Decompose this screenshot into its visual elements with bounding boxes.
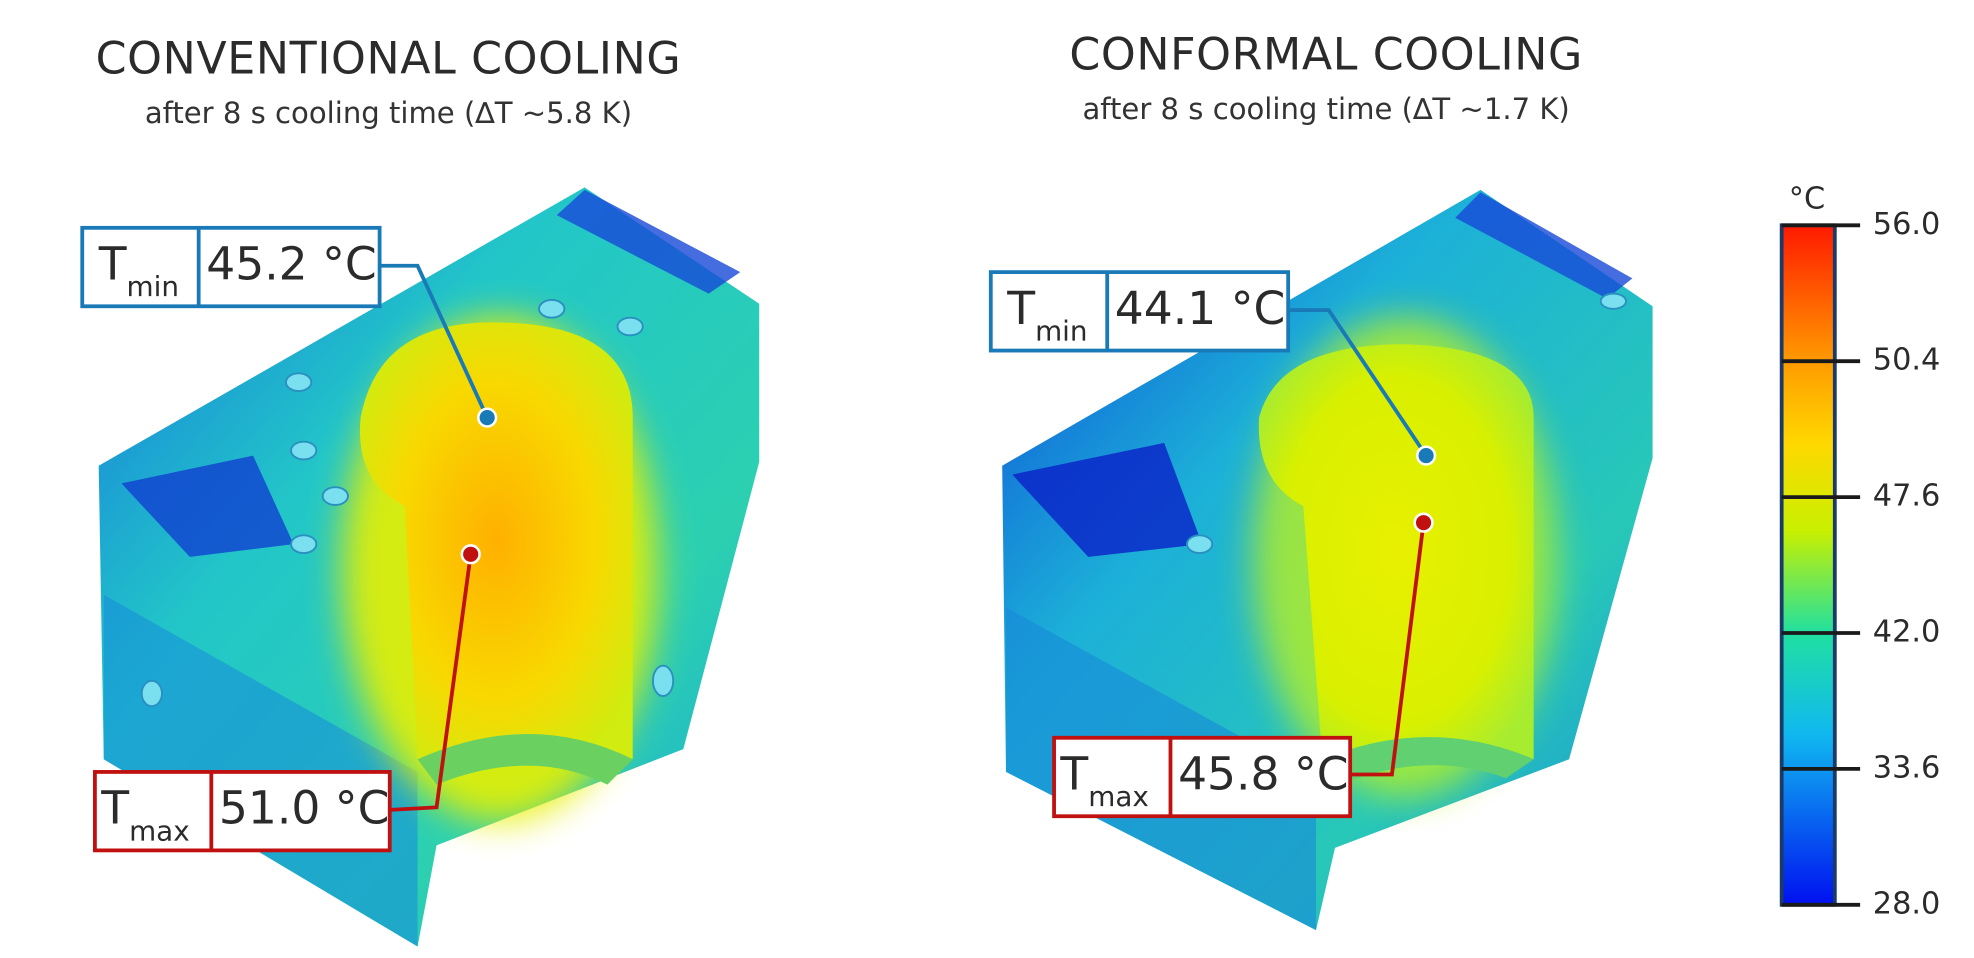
probe-dots bbox=[460, 407, 1437, 565]
tmin-label: T min 44.1 °C bbox=[988, 270, 1291, 353]
colorbar-label: 47.6 bbox=[1873, 479, 1941, 514]
colorbar-label: 28.0 bbox=[1873, 886, 1941, 921]
colorbar-label: 50.4 bbox=[1873, 343, 1941, 378]
panel-title: CONVENTIONAL COOLING bbox=[96, 33, 682, 84]
value: 44.1 °C bbox=[1115, 282, 1285, 335]
symbol: T bbox=[98, 238, 127, 291]
colorbar-label: 33.6 bbox=[1873, 750, 1941, 785]
mold-render bbox=[98, 187, 760, 947]
leader-lines bbox=[379, 263, 1428, 812]
panel-subtitle: after 8 s cooling time (∆T ~5.8 K) bbox=[145, 96, 632, 130]
tmin-label: T min 45.2 °C bbox=[80, 225, 382, 309]
subscript: min bbox=[1035, 314, 1087, 347]
value: 45.2 °C bbox=[206, 238, 376, 291]
colorbar: °C 56.0 50.4 47.6 42.0 33.6 28.0 bbox=[1779, 181, 1941, 921]
symbol: T bbox=[100, 782, 129, 835]
tmax-label: T max 51.0 °C bbox=[93, 770, 392, 853]
colorbar-label: 56.0 bbox=[1873, 207, 1941, 242]
colorbar-unit: °C bbox=[1789, 181, 1825, 216]
value: 51.0 °C bbox=[219, 782, 389, 835]
subscript: max bbox=[129, 814, 190, 847]
mold-render bbox=[1002, 189, 1653, 931]
panel-title: CONFORMAL COOLING bbox=[1069, 30, 1583, 81]
tmax-label: T max 45.8 °C bbox=[1052, 735, 1353, 819]
colorbar-label: 42.0 bbox=[1873, 614, 1941, 649]
symbol: T bbox=[1059, 747, 1088, 800]
value: 45.8 °C bbox=[1178, 747, 1348, 800]
subscript: min bbox=[127, 270, 179, 303]
symbol: T bbox=[1006, 282, 1035, 335]
subscript: max bbox=[1088, 780, 1149, 813]
panel-subtitle: after 8 s cooling time (∆T ~1.7 K) bbox=[1082, 92, 1569, 126]
